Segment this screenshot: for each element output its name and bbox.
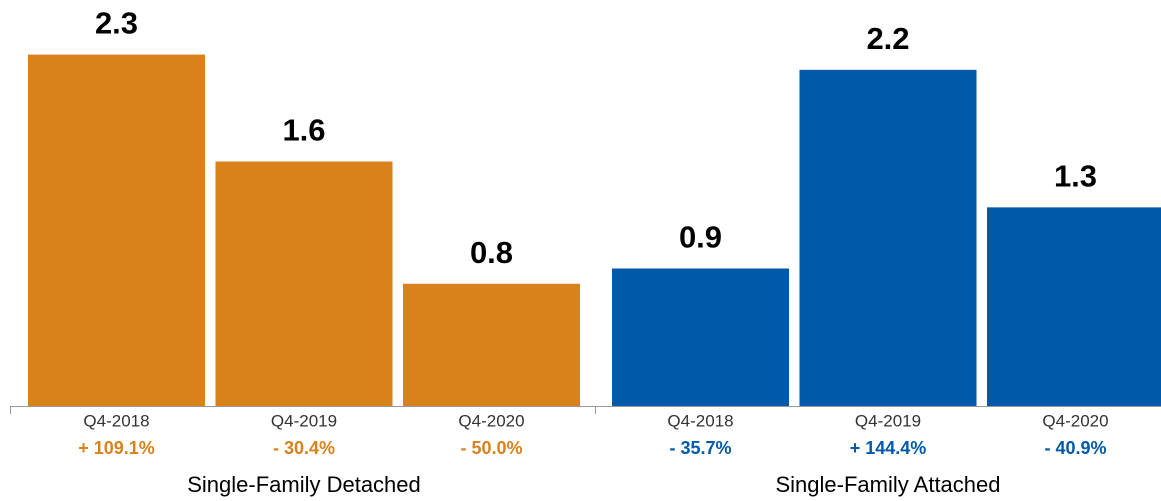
- change-label: + 109.1%: [78, 438, 155, 458]
- change-label: + 144.4%: [850, 438, 927, 458]
- bar: [215, 161, 393, 406]
- change-label: - 35.7%: [669, 438, 731, 458]
- value-label: 1.6: [282, 113, 325, 148]
- value-label: 2.3: [95, 6, 138, 41]
- category-label: Q4-2020: [1042, 411, 1108, 430]
- change-label: - 50.0%: [460, 438, 522, 458]
- bar: [987, 207, 1161, 406]
- category-label: Q4-2020: [458, 411, 524, 430]
- category-label: Q4-2018: [83, 411, 149, 430]
- bar: [612, 268, 789, 406]
- change-label: - 40.9%: [1044, 438, 1106, 458]
- group-label: Single-Family Detached: [187, 472, 421, 497]
- group-label: Single-Family Attached: [776, 472, 1001, 497]
- bar: [28, 54, 205, 407]
- value-label: 0.8: [470, 235, 513, 270]
- bar: [403, 283, 580, 406]
- category-label: Q4-2018: [667, 411, 733, 430]
- value-label: 2.2: [866, 21, 909, 56]
- value-label: 0.9: [679, 220, 722, 255]
- category-label: Q4-2019: [855, 411, 921, 430]
- change-label: - 30.4%: [273, 438, 335, 458]
- bar: [799, 69, 977, 406]
- category-label: Q4-2019: [271, 411, 337, 430]
- value-label: 1.3: [1054, 159, 1097, 194]
